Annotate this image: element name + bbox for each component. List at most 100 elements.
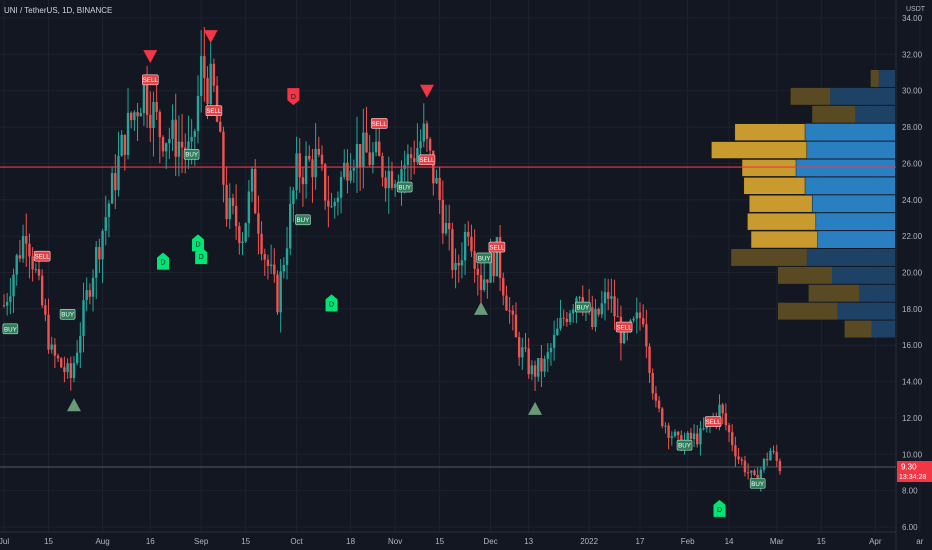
vp-sell-bar [812, 105, 856, 123]
candle [314, 123, 317, 190]
candle [556, 318, 559, 336]
candle [657, 396, 661, 413]
candle [273, 248, 276, 283]
candle [762, 458, 766, 473]
candle [28, 233, 31, 279]
candle [343, 149, 346, 180]
vp-sell-bar [778, 302, 838, 320]
candle [330, 192, 333, 208]
candle [282, 257, 286, 279]
candle [393, 179, 397, 197]
candle [47, 298, 50, 354]
candle [778, 458, 782, 475]
d-marker-shape [325, 294, 338, 312]
candle [238, 222, 241, 255]
x-tick-label: 13 [524, 537, 533, 546]
candle [578, 295, 581, 302]
signal-label: SELL [489, 244, 505, 251]
candle-body [362, 132, 365, 168]
signal-box [396, 181, 413, 193]
vp-buy-bar [832, 266, 895, 284]
candle [467, 221, 470, 247]
candle [177, 115, 181, 177]
candle [661, 407, 664, 429]
y-tick-label: 22.00 [902, 232, 923, 241]
candle-body [508, 310, 511, 312]
candle-body [145, 80, 149, 115]
candle-body [489, 252, 492, 283]
vp-sell-bar [844, 320, 872, 338]
x-tick-label: Nov [388, 537, 402, 546]
x-tick-label: 15 [241, 537, 250, 546]
candle [203, 27, 206, 102]
candle-body [778, 460, 782, 472]
candle [740, 456, 743, 466]
candle [31, 247, 34, 282]
candle-body [279, 271, 282, 313]
candle-body [438, 177, 441, 200]
candle-body [772, 450, 775, 452]
candle-body [155, 102, 158, 112]
candle-body [40, 275, 44, 306]
candle [225, 166, 228, 227]
candle [568, 310, 572, 325]
candle-body [565, 318, 569, 323]
candle [158, 109, 162, 164]
candle-body [540, 358, 543, 372]
candle [56, 353, 60, 363]
vp-buy-bar [805, 123, 895, 141]
candle-body [5, 301, 9, 306]
candle [199, 30, 203, 113]
candle [645, 309, 648, 359]
candle-body [718, 404, 721, 421]
candle-body [731, 432, 734, 446]
signal-box [370, 118, 388, 129]
candle-body [409, 154, 413, 159]
candle [413, 140, 416, 175]
candle [91, 269, 95, 312]
candle-body [327, 200, 330, 207]
candle [724, 403, 728, 431]
sell-signal: SELL [615, 321, 633, 333]
candle-body [228, 198, 231, 220]
signal-label: SELL [35, 254, 51, 261]
candle [63, 356, 66, 383]
vp-buy-bar [806, 249, 895, 266]
signal-label: BUY [478, 255, 491, 262]
candle-body [193, 131, 196, 137]
candle [50, 336, 53, 354]
candle-body [21, 236, 25, 259]
candle-body [187, 141, 190, 154]
candle-body [215, 85, 219, 122]
candle [600, 290, 604, 319]
x-tick-label: 2022 [580, 537, 598, 546]
d-marker: D [713, 499, 726, 517]
x-tick-label: 18 [346, 537, 355, 546]
candle-body [298, 153, 301, 178]
candle [607, 278, 610, 311]
candle-body [25, 236, 28, 244]
candle [463, 223, 467, 276]
candle-body [56, 355, 60, 359]
candle-body [390, 171, 394, 188]
candle [533, 360, 537, 391]
candle-body [152, 102, 155, 129]
candle-body [63, 367, 66, 373]
candle-body [219, 121, 222, 132]
candle [123, 134, 127, 171]
candle [34, 263, 37, 274]
vp-buy-bar [855, 105, 895, 123]
candle [476, 263, 480, 296]
candle [368, 135, 371, 167]
candle-body [79, 336, 82, 353]
price-tag: 9.30 13:34:28 [897, 461, 932, 483]
candle-body [517, 337, 521, 358]
candle-body [533, 365, 537, 377]
d-marker: D [287, 88, 300, 106]
candle-body [740, 459, 743, 461]
candle-body [661, 408, 664, 427]
candle-body [323, 164, 327, 201]
signal-box [704, 416, 722, 427]
vp-sell-bar [750, 230, 818, 249]
